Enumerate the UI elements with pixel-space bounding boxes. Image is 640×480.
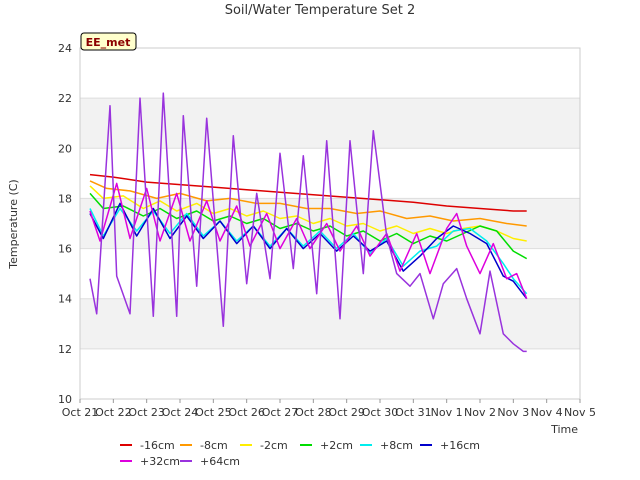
x-tick-label: Oct 28 xyxy=(295,406,332,419)
series-line-2cm xyxy=(89,192,528,260)
legend-label: +16cm xyxy=(440,439,480,452)
legend-label: -8cm xyxy=(200,439,228,452)
x-axis-label: Time xyxy=(550,423,578,436)
x-tick-label: Nov 3 xyxy=(497,406,529,419)
y-tick-label: 22 xyxy=(58,92,72,105)
y-tick-label: 20 xyxy=(58,142,72,155)
series-line-16cm xyxy=(89,173,527,212)
series-line-8cm xyxy=(89,180,527,227)
y-tick-label: 18 xyxy=(58,192,72,205)
x-tick-label: Oct 21 xyxy=(62,406,99,419)
series-lines xyxy=(89,92,528,353)
legend-label: +64cm xyxy=(200,455,240,468)
grid-band xyxy=(80,348,580,399)
legend-label: +2cm xyxy=(320,439,353,452)
x-tick-label: Oct 31 xyxy=(395,406,432,419)
grid-band xyxy=(80,248,580,299)
station-badge-label: EE_met xyxy=(86,36,131,49)
chart-title: Soil/Water Temperature Set 2 xyxy=(225,3,416,18)
x-tick-label: Oct 22 xyxy=(95,406,132,419)
x-tick-label: Oct 23 xyxy=(128,406,165,419)
x-tick-label: Oct 25 xyxy=(195,406,232,419)
x-tick-label: Oct 30 xyxy=(362,406,399,419)
x-tick-label: Oct 26 xyxy=(228,406,265,419)
legend-label: -2cm xyxy=(260,439,288,452)
series-line-32cm xyxy=(89,182,528,299)
x-tick-label: Nov 1 xyxy=(431,406,463,419)
x-tick-label: Oct 27 xyxy=(262,406,299,419)
grid-band xyxy=(80,48,580,99)
y-tick-label: 10 xyxy=(58,393,72,406)
y-axis-label: Temperature (C) xyxy=(7,179,20,269)
station-badge: EE_met xyxy=(80,32,137,51)
y-axis-ticks: 10 12 14 16 18 20 22 24 xyxy=(58,42,72,406)
series-line-64cm xyxy=(89,92,527,353)
x-tick-label: Oct 29 xyxy=(328,406,365,419)
x-tick-label: Oct 24 xyxy=(162,406,199,419)
y-tick-label: 24 xyxy=(58,42,72,55)
grid-band xyxy=(80,98,580,149)
y-tick-label: 14 xyxy=(58,293,72,306)
y-tick-label: 12 xyxy=(58,343,72,356)
x-tick-label: Nov 4 xyxy=(531,406,563,419)
station-badge-box xyxy=(80,32,137,51)
y-tick-label: 16 xyxy=(58,243,72,256)
legend-label: -16cm xyxy=(140,439,175,452)
x-tick-label: Nov 5 xyxy=(564,406,596,419)
legend-label: +32cm xyxy=(140,455,180,468)
x-tick-label: Nov 2 xyxy=(464,406,496,419)
legend: -16cm -8cm -2cm +2cm +8cm +16cm +32cm +64cm xyxy=(120,439,480,468)
legend-label: +8cm xyxy=(380,439,413,452)
plot-area-frame xyxy=(79,47,581,400)
grid-band xyxy=(80,298,580,349)
